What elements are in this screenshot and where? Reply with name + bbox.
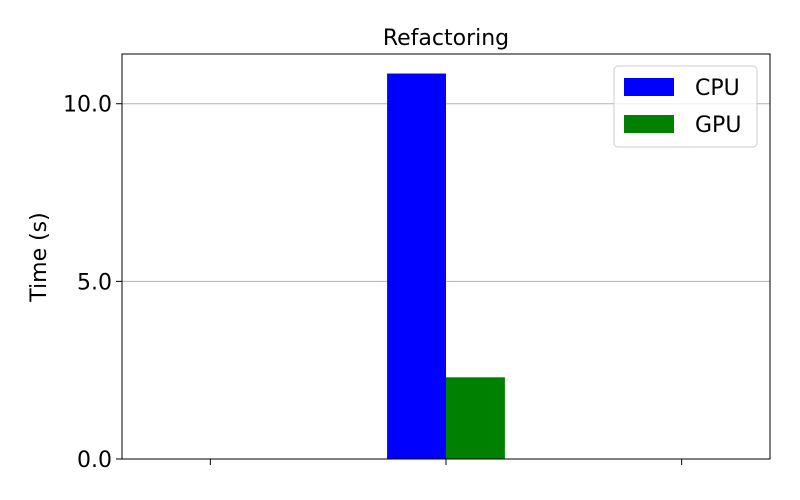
legend-label-cpu: CPU — [695, 76, 740, 101]
legend: CPU GPU — [613, 65, 758, 148]
axis-ticks: 0.0 5.0 10.0 — [63, 93, 683, 473]
chart-title: Refactoring — [383, 26, 509, 51]
y-tick-label: 10.0 — [63, 93, 112, 118]
y-axis-label: Time (s) — [27, 212, 52, 302]
legend-swatch-gpu — [624, 115, 674, 133]
y-tick-label: 0.0 — [77, 448, 112, 473]
bars — [387, 73, 505, 459]
legend-label-gpu: GPU — [695, 113, 741, 138]
legend-swatch-cpu — [624, 78, 674, 96]
bar-gpu-1 — [446, 377, 505, 459]
bar-cpu-1 — [387, 73, 446, 459]
y-tick-label: 5.0 — [77, 270, 112, 295]
